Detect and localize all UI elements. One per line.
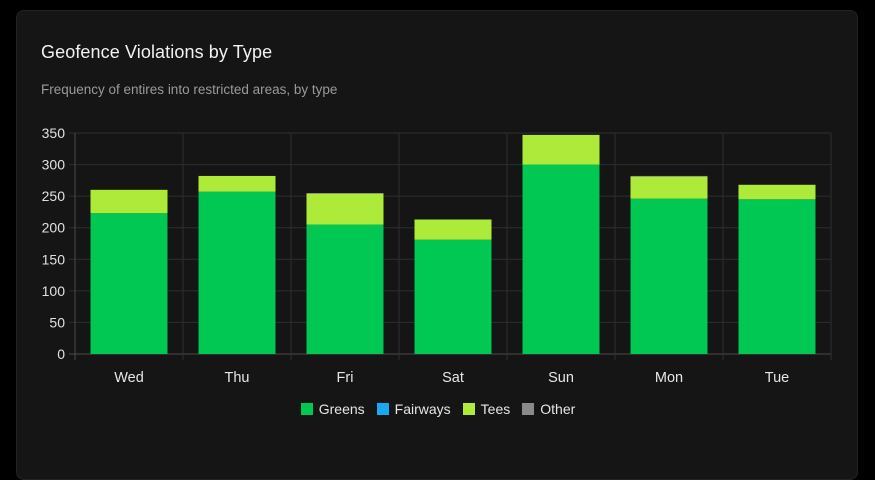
bar-segment-tees — [738, 184, 816, 200]
legend-item-greens[interactable]: Greens — [300, 401, 365, 417]
y-tick-label: 100 — [42, 283, 66, 299]
x-tick-label: Tue — [765, 370, 789, 386]
bar-segment-greens — [522, 164, 600, 354]
labels-layer: 0 50 100 150 200 250 300 350 Wed Thu Fri Sat Sun Mon T… — [42, 125, 790, 386]
bar-segment-greens — [414, 239, 492, 354]
x-tick-label: Sat — [442, 370, 464, 386]
bar-segment-tees — [630, 176, 708, 199]
bar-segment-greens — [738, 199, 816, 354]
y-tick-label: 50 — [49, 314, 65, 330]
chart-title: Geofence Violations by Type — [41, 42, 273, 62]
legend-item-other[interactable]: Other — [522, 401, 575, 417]
chart-subtitle: Frequency of entires into restricted are… — [41, 82, 338, 97]
x-tick-label: Sun — [548, 370, 574, 386]
chart-legend: Greens Fairways Tees Other — [17, 401, 859, 417]
y-tick-label: 0 — [57, 346, 65, 362]
y-tick-label: 300 — [42, 157, 66, 173]
legend-label: Other — [540, 401, 576, 417]
stacked-bar-chart: 0 50 100 150 200 250 300 350 Wed Thu Fri Sat Sun Mon T… — [42, 125, 832, 386]
legend-item-tees[interactable]: Tees — [462, 401, 511, 417]
bar-segment-greens — [306, 224, 384, 354]
chart-card: Geofence Violations by Type Frequency of… — [16, 10, 858, 480]
bar-segment-greens — [90, 213, 168, 354]
bar-segment-tees — [522, 134, 600, 165]
bar-segment-tees — [306, 193, 384, 225]
x-tick-label: Mon — [655, 370, 683, 386]
y-tick-label: 150 — [42, 251, 66, 267]
legend-swatch — [376, 403, 389, 415]
legend-label: Fairways — [394, 401, 451, 417]
bar-segment-tees — [414, 219, 492, 240]
legend-swatch — [462, 403, 475, 415]
bar-segment-greens — [198, 191, 276, 354]
y-tick-label: 350 — [42, 125, 66, 141]
bar-segment-tees — [198, 175, 276, 192]
x-tick-label: Thu — [225, 370, 250, 386]
legend-label: Tees — [480, 401, 511, 417]
bar-segment-other — [306, 192, 384, 194]
legend-swatch — [300, 403, 313, 415]
legend-item-fairways[interactable]: Fairways — [376, 401, 451, 417]
bar-segment-other — [630, 175, 708, 177]
x-tick-label: Wed — [114, 370, 144, 386]
bar-segment-tees — [90, 189, 168, 214]
bars-layer — [90, 134, 816, 354]
bar-segment-greens — [630, 198, 708, 354]
legend-swatch — [522, 403, 535, 415]
y-tick-label: 200 — [42, 220, 66, 236]
legend-label: Greens — [318, 401, 365, 417]
x-tick-label: Fri — [337, 370, 354, 386]
y-tick-label: 250 — [42, 188, 66, 204]
